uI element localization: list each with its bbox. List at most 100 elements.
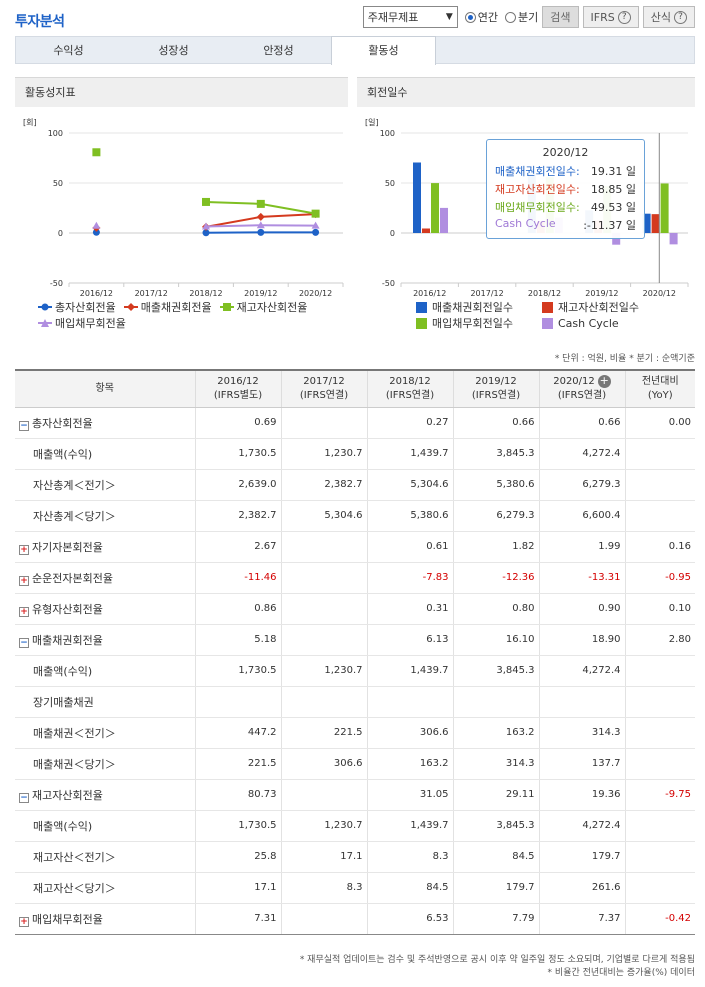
table-cell [538,686,625,718]
series-line [260,213,316,218]
y-unit-label: [회] [23,118,37,127]
tooltip-value: 18.85 일 [590,183,636,196]
legend-label: Cash Cycle [558,316,619,330]
x-tick-label: 2018/12 [528,289,561,298]
collapse-icon[interactable]: − [19,792,29,803]
table-cell: 16.10 [452,624,539,656]
tab-profitability[interactable]: 수익성 [53,44,84,57]
table-cell [624,500,695,532]
row-label-cell: 매출액(수익) [15,810,195,842]
row-label-cell: 매출액(수익) [15,438,195,470]
legend-label: 재고자산회전율 [236,301,308,314]
table-cell: 221.5 [280,717,367,749]
tab-activity[interactable]: 활동성 [331,36,436,65]
search-button[interactable]: 검색 [542,6,579,28]
table-cell: 17.1 [194,872,281,904]
legend-item[interactable]: 매입채무회전일수 [416,315,534,331]
expand-icon[interactable]: + [19,606,29,617]
formula-button[interactable]: 산식 ? [642,6,695,28]
tab-stability[interactable]: 안정성 [263,44,294,57]
legend-item[interactable]: 재고자산회전율 [219,299,308,315]
radio-annual-label: 연간 [477,11,499,24]
legend-marker-triangle [38,319,52,327]
tooltip-value: 49.53 일 [590,201,636,214]
series-line [205,200,261,205]
legend-item[interactable]: 매입채무회전율 [38,315,126,331]
table-cell: 0.80 [452,593,539,625]
radio-quarter[interactable]: 분기 [505,9,538,25]
bar [660,183,669,233]
data-point [256,199,265,208]
table-cell: 0.16 [624,531,695,563]
legend-label: 총자산회전율 [55,301,116,314]
row-label-cell: 장기매출채권 [15,686,195,718]
table-row: 재고자산＜전기＞ 25.8 17.1 8.3 84.5 179.7 [15,841,695,873]
radio-annual-dot[interactable] [464,11,476,23]
expand-icon[interactable]: + [19,575,29,586]
row-label: 매출액(수익) [33,664,93,678]
table-cell: 0.00 [624,407,695,439]
row-label-cell[interactable]: + 유형자산회전율 [15,593,195,625]
header-period: 2016/12 (IFRS별도) [194,369,281,408]
y-tick-label: 100 [48,129,63,138]
ifrs-button[interactable]: IFRS ? [582,6,639,28]
add-column-icon[interactable]: + [597,373,611,388]
legend-swatch [416,317,427,329]
legend-item[interactable]: 매출채권회전일수 [416,299,534,315]
table-cell: 2.80 [624,624,695,656]
table-cell: 179.7 [452,872,539,904]
table-cell: 25.8 [194,841,281,873]
tab-growth[interactable]: 성장성 [158,44,189,57]
row-label-cell[interactable]: + 순운전자본회전율 [15,562,195,594]
legend-item[interactable]: 재고자산회전일수 [542,299,639,315]
legend-item[interactable]: 총자산회전율 [38,299,116,315]
row-label: 자산총계＜당기＞ [33,509,116,523]
row-label-cell[interactable]: − 매출채권회전율 [15,624,195,656]
bar [431,183,439,233]
statement-select[interactable]: 주재무제표 ▼ [362,6,458,28]
collapse-icon[interactable]: − [19,637,29,648]
x-tick-label: 2017/12 [135,289,168,298]
table-cell: 221.5 [194,748,281,780]
financial-table: 항목 2016/12 (IFRS별도) 2017/12 (IFRS연결) 2018/… [15,369,695,935]
row-label: 매출액(수익) [33,447,93,461]
row-label: 재고자산＜당기＞ [33,881,116,895]
table-cell [452,686,539,718]
help-icon: ? [617,10,631,24]
row-label: 순운전자본회전율 [32,571,113,585]
table-row: − 재고자산회전율 80.73 31.05 29.11 19.36 -9.75 [15,779,695,811]
table-cell: 31.05 [366,779,453,811]
expand-icon[interactable]: + [19,916,29,927]
row-label-cell[interactable]: − 총자산회전율 [15,407,195,439]
table-cell: 137.7 [538,748,625,780]
legend-item[interactable]: 매출채권회전율 [123,299,212,315]
table-cell: 306.6 [366,717,453,749]
help-icon: ? [674,10,687,24]
table-cell: 0.90 [538,593,625,625]
row-label-cell[interactable]: + 자기자본회전율 [15,531,195,563]
row-label: 장기매출채권 [33,695,94,709]
legend-marker-diamond [123,303,138,311]
row-label-cell[interactable]: − 재고자산회전율 [15,779,195,811]
collapse-icon[interactable]: − [19,420,29,431]
table-cell: 1.99 [538,531,625,563]
table-cell: -11.46 [194,562,281,594]
radio-quarter-dot[interactable] [505,11,517,23]
legend-marker-circle [38,303,52,311]
table-cell [280,686,367,718]
y-tick-label: -50 [50,279,63,288]
header-item: 항목 [15,369,195,408]
legend-item[interactable]: Cash Cycle [542,315,619,331]
row-label: 자산총계＜전기＞ [33,478,116,492]
radio-annual[interactable]: 연간 [464,9,499,25]
legend-label: 매출채권회전율 [140,301,212,314]
row-label-cell[interactable]: + 매입채무회전율 [15,903,195,935]
tooltip-label: Cash Cycle [495,217,556,230]
expand-icon[interactable]: + [19,544,29,555]
table-row: + 순운전자본회전율 -11.46 -7.83 -12.36 -13.31 -0.95 [15,562,695,594]
table-row: 매출채권＜당기＞ 221.5 306.6 163.2 314.3 137.7 [15,748,695,780]
table-cell: 0.61 [366,531,453,563]
table-row: + 자기자본회전율 2.67 0.61 1.82 1.99 0.16 [15,531,695,563]
left-legend: 총자산회전율 매출채권회전율 재고자산회전율 매입채무회전율 [38,299,348,331]
table-cell: 19.36 [538,779,625,811]
